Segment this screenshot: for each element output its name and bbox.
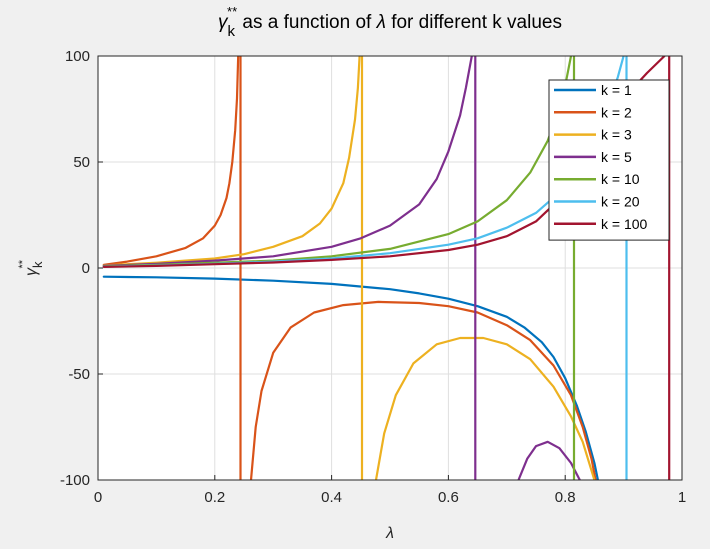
x-tick-label: 0.2 [204, 489, 225, 506]
y-tick-label: -50 [68, 366, 90, 383]
legend-label: k = 3 [601, 127, 632, 143]
x-tick-label: 1 [678, 489, 686, 506]
x-tick-label: 0.6 [438, 489, 459, 506]
x-tick-label: 0.4 [321, 489, 342, 506]
series-line-3 [102, 56, 361, 267]
chart-title: γk** as a function of λ for different k … [218, 4, 562, 40]
series-line-3 [374, 336, 596, 480]
x-tick-label: 0 [94, 489, 102, 506]
x-tick-label: 0.8 [555, 489, 576, 506]
y-axis-label: γk** [17, 259, 45, 276]
svg-text:γk**: γk** [17, 259, 45, 276]
legend-label: k = 5 [601, 149, 632, 165]
x-axis-label: λ [385, 525, 394, 542]
legend: k = 1 k = 2 k = 3 k = 5 k = 10 k = 20 k = 100 [548, 79, 670, 241]
series-line-4 [102, 56, 473, 267]
y-tick-label: 0 [82, 260, 90, 277]
series-line-4 [517, 440, 581, 480]
y-tick-label: 100 [65, 48, 90, 65]
y-tick-label: -100 [60, 472, 90, 489]
legend-box [548, 79, 670, 241]
series-line-2 [102, 56, 240, 266]
legend-label: k = 2 [601, 104, 632, 120]
legend-label: k = 1 [601, 82, 632, 98]
legend-label: k = 100 [601, 216, 648, 232]
legend-label: k = 20 [601, 194, 640, 210]
series-line-1 [102, 275, 600, 480]
legend-label: k = 10 [601, 171, 640, 187]
ticks: 0 0.2 0.4 0.6 0.8 1 -100 -50 0 50 100 [60, 48, 686, 506]
y-tick-label: 50 [73, 154, 90, 171]
